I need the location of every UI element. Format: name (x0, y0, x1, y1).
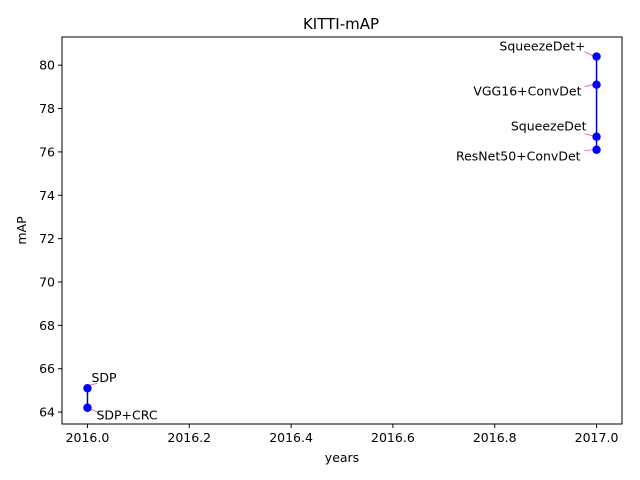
annotation-arrow (90, 408, 99, 414)
point-label: SDP+CRC (96, 408, 157, 423)
data-point (592, 52, 601, 61)
y-tick-label: 68 (39, 318, 55, 333)
chart-title: KITTI-mAP (303, 15, 379, 33)
annotation-arrow (584, 133, 593, 137)
y-axis: 64 66 68 70 72 74 76 78 80 (39, 58, 62, 420)
x-axis: 2016.0 2016.2 2016.4 2016.6 2016.8 2017.0 (66, 424, 619, 445)
y-tick-label: 74 (39, 188, 55, 203)
data-point (83, 403, 92, 412)
y-tick-label: 80 (39, 58, 55, 73)
x-tick-label: 2016.6 (371, 430, 415, 445)
x-tick-label: 2016.2 (167, 430, 211, 445)
data-point (83, 384, 92, 393)
axes-frame (61, 36, 623, 425)
x-tick-label: 2016.4 (269, 430, 313, 445)
data-point (592, 80, 601, 89)
point-label: SqueezeDet+ (499, 39, 585, 54)
annotation-arrow (584, 84, 593, 88)
plot-area: SDP+CRC SDP ResNet50+ConvDet SqueezeDet VGG1… (83, 39, 601, 423)
data-point (592, 132, 601, 141)
point-label: SDP (91, 370, 117, 385)
annotation-arrow (584, 149, 593, 152)
x-tick-label: 2017.0 (575, 430, 619, 445)
x-tick-label: 2016.8 (473, 430, 517, 445)
y-tick-label: 70 (39, 274, 55, 289)
y-axis-label: mAP (14, 216, 29, 245)
x-tick-label: 2016.0 (66, 430, 110, 445)
y-tick-label: 76 (39, 144, 55, 159)
annotation-arrow (89, 382, 98, 386)
x-axis-label: years (325, 450, 359, 465)
point-label: VGG16+ConvDet (473, 84, 581, 99)
data-point (592, 145, 601, 154)
y-tick-label: 64 (39, 405, 55, 420)
point-label: SqueezeDet (511, 119, 587, 134)
y-tick-label: 78 (39, 101, 55, 116)
point-label: ResNet50+ConvDet (456, 149, 581, 164)
y-tick-label: 72 (39, 231, 55, 246)
annotation-arrow (584, 51, 593, 56)
y-tick-label: 66 (39, 361, 55, 376)
